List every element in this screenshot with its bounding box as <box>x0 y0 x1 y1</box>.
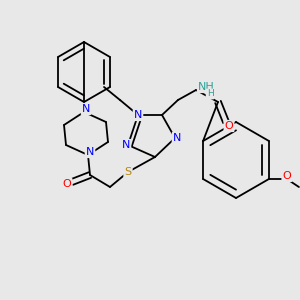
Text: O: O <box>283 171 291 181</box>
Text: N: N <box>86 147 94 157</box>
Text: N: N <box>173 133 181 143</box>
Text: N: N <box>122 140 130 150</box>
Text: H: H <box>207 89 213 98</box>
Text: S: S <box>124 167 132 177</box>
Text: O: O <box>63 179 71 189</box>
Text: N: N <box>82 104 90 114</box>
Text: NH: NH <box>198 82 215 92</box>
Text: O: O <box>225 121 233 131</box>
Text: N: N <box>134 110 142 120</box>
